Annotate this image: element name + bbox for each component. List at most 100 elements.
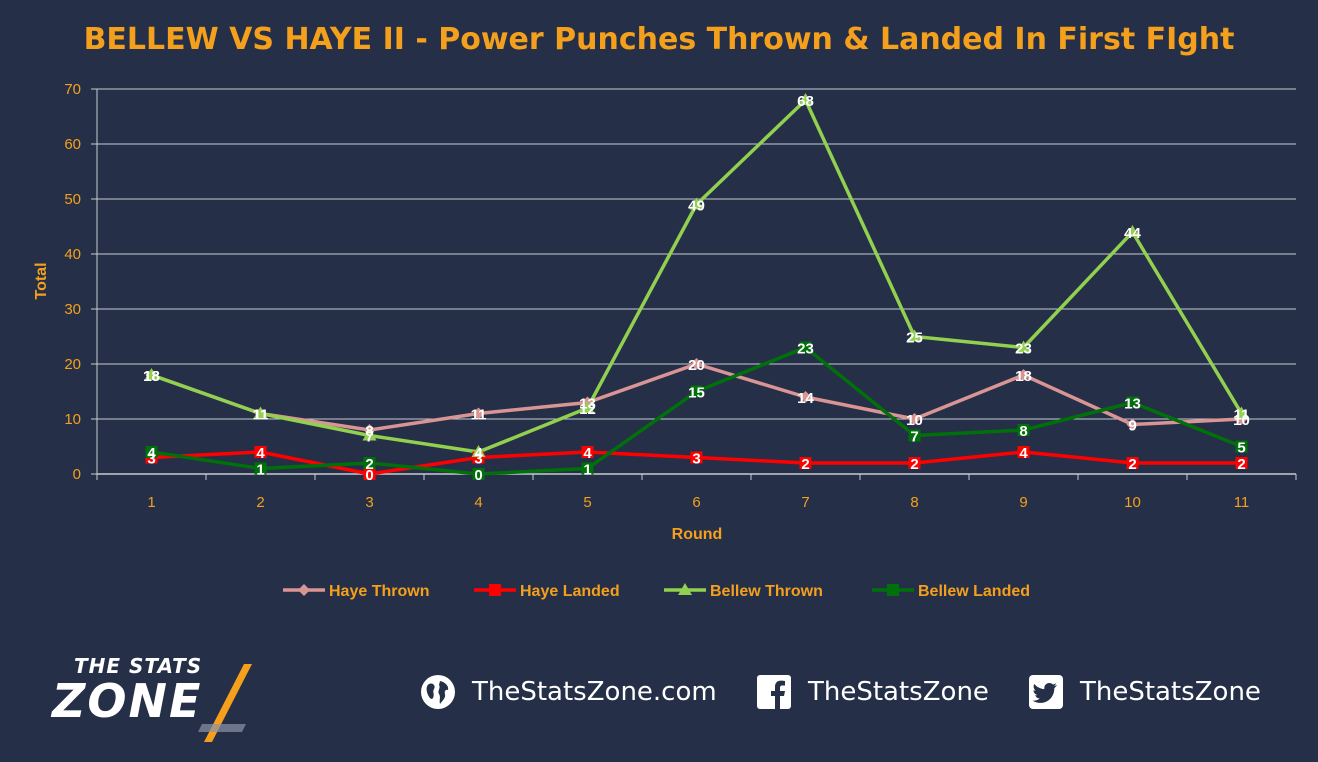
y-tick-label: 0 — [73, 466, 81, 483]
y-tick-label: 40 — [64, 246, 81, 263]
data-label-haye-thrown: 8 — [365, 423, 373, 440]
logo-text-main: ZONE — [52, 674, 203, 728]
data-label-bellew-thrown: 18 — [143, 368, 160, 385]
website-text: TheStatsZone.com — [472, 677, 717, 707]
data-label-bellew-landed: 13 — [1124, 396, 1141, 413]
stats-zone-logo: THE STATS ZONE — [52, 652, 282, 742]
y-tick-label: 30 — [64, 301, 81, 318]
data-label-haye-landed: 3 — [692, 451, 700, 468]
twitter-text: TheStatsZone — [1080, 677, 1261, 707]
data-label-bellew-thrown: 11 — [1234, 407, 1250, 424]
data-label-haye-thrown: 18 — [1015, 368, 1032, 385]
y-tick-label: 50 — [64, 191, 81, 208]
point-haye-thrown — [1017, 369, 1030, 381]
x-axis-label: Round — [672, 526, 723, 543]
point-bellew-landed — [1235, 440, 1248, 453]
data-label-haye-thrown: 11 — [471, 407, 487, 424]
data-label-bellew-landed: 23 — [797, 341, 814, 358]
data-label-haye-landed: 2 — [910, 456, 918, 473]
data-label-haye-thrown: 14 — [797, 390, 814, 407]
data-label-haye-landed: 4 — [1019, 445, 1028, 462]
point-haye-landed — [1017, 446, 1030, 458]
data-label-bellew-thrown: 25 — [906, 330, 923, 347]
x-tick-label: 1 — [147, 494, 155, 511]
twitter-icon — [1029, 675, 1063, 709]
point-haye-thrown — [472, 407, 485, 420]
data-label-bellew-landed: 7 — [910, 429, 918, 446]
data-label-bellew-thrown: 7 — [365, 429, 373, 446]
chart-title: BELLEW VS HAYE II - Power Punches Thrown… — [83, 22, 1235, 57]
data-label-bellew-landed: 1 — [256, 462, 264, 479]
point-bellew-landed — [1126, 396, 1139, 409]
x-tick-label: 9 — [1019, 494, 1027, 511]
y-axis-label: Total — [33, 262, 50, 299]
point-bellew-landed — [581, 462, 594, 475]
legend-marker — [678, 583, 692, 595]
point-haye-landed — [363, 468, 376, 480]
point-haye-thrown — [908, 413, 921, 425]
data-label-bellew-landed: 0 — [474, 467, 482, 484]
point-haye-landed — [254, 446, 267, 458]
data-label-bellew-thrown: 44 — [1124, 225, 1141, 242]
data-label-haye-landed: 0 — [365, 467, 373, 484]
point-bellew-landed — [690, 385, 703, 398]
point-bellew-landed — [145, 446, 158, 458]
point-bellew-landed — [1017, 424, 1030, 436]
twitter-link[interactable]: TheStatsZone — [1028, 672, 1261, 712]
logo-text-top: THE STATS — [74, 654, 203, 678]
data-label-haye-landed: 4 — [256, 445, 265, 462]
point-bellew-thrown — [798, 93, 813, 105]
point-bellew-landed — [799, 341, 812, 354]
x-tick-label: 3 — [365, 494, 373, 511]
point-bellew-thrown — [907, 329, 922, 342]
point-bellew-thrown — [144, 368, 159, 380]
legend-item-haye-landed: Haye Landed — [474, 583, 620, 600]
data-label-bellew-thrown: 11 — [253, 407, 269, 424]
x-tick-label: 6 — [692, 494, 700, 511]
legend-marker — [489, 584, 501, 596]
point-haye-landed — [690, 451, 703, 464]
footer: THE STATS ZONE TheStatsZone.com TheStats… — [0, 640, 1318, 750]
data-label-bellew-thrown: 4 — [474, 445, 483, 462]
data-label-bellew-landed: 5 — [1237, 440, 1245, 457]
point-bellew-thrown — [689, 197, 704, 210]
point-haye-thrown — [690, 358, 703, 370]
data-label-haye-landed: 3 — [147, 451, 155, 468]
logo-slash-icon — [198, 664, 252, 742]
point-haye-landed — [1235, 457, 1248, 469]
data-label-bellew-landed: 8 — [1019, 423, 1027, 440]
data-label-haye-thrown: 13 — [579, 396, 596, 413]
y-tick-label: 20 — [64, 356, 81, 373]
x-tick-label: 4 — [474, 494, 482, 511]
x-tick-label: 7 — [801, 494, 809, 511]
point-bellew-thrown — [580, 401, 595, 413]
facebook-text: TheStatsZone — [808, 677, 989, 707]
data-label-bellew-thrown: 23 — [1015, 341, 1032, 358]
globe-icon — [421, 675, 455, 709]
y-tick-label: 70 — [64, 81, 81, 98]
facebook-link[interactable]: TheStatsZone — [756, 672, 989, 712]
data-label-haye-landed: 2 — [1237, 456, 1245, 473]
legend-item-bellew-thrown: Bellew Thrown — [664, 583, 823, 600]
point-haye-landed — [799, 457, 812, 469]
facebook-icon — [757, 675, 791, 709]
legend-label: Haye Landed — [520, 583, 620, 600]
data-label-haye-thrown: 11 — [253, 407, 269, 424]
data-label-bellew-landed: 15 — [688, 385, 705, 402]
data-label-haye-landed: 3 — [474, 451, 482, 468]
point-bellew-thrown — [362, 428, 377, 441]
data-label-haye-thrown: 10 — [906, 412, 923, 429]
website-link[interactable]: TheStatsZone.com — [420, 672, 717, 712]
point-haye-landed — [908, 457, 921, 469]
y-tick-label: 60 — [64, 136, 81, 153]
point-bellew-thrown — [253, 406, 268, 419]
x-tick-label: 11 — [1234, 494, 1250, 511]
point-bellew-thrown — [1234, 406, 1249, 419]
point-bellew-landed — [472, 468, 485, 480]
x-tick-label: 2 — [256, 494, 264, 511]
data-label-bellew-thrown: 68 — [797, 93, 814, 110]
point-bellew-thrown — [1125, 225, 1140, 237]
